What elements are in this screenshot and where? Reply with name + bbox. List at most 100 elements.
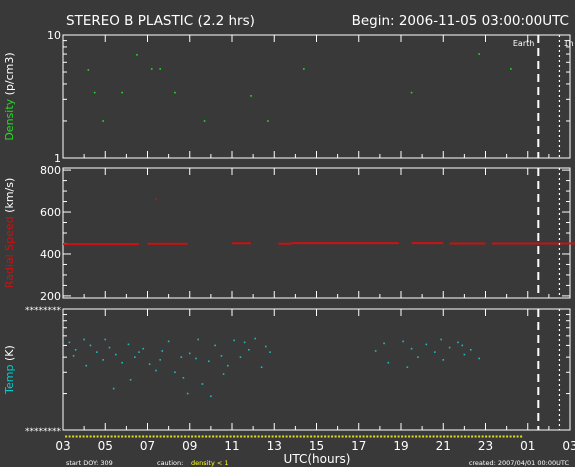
data-point bbox=[115, 353, 117, 356]
x-tick-label: 03 bbox=[55, 439, 70, 453]
y-axis-label-part: Density bbox=[3, 98, 16, 140]
data-point bbox=[72, 355, 75, 357]
y-axis-label: Radial Speed (km/s) bbox=[3, 178, 16, 289]
data-point bbox=[83, 338, 85, 341]
data-point bbox=[220, 355, 223, 357]
data-point bbox=[167, 340, 170, 343]
data-point bbox=[267, 120, 269, 122]
data-point bbox=[93, 91, 96, 94]
data-point bbox=[155, 198, 157, 200]
data-point bbox=[410, 347, 413, 350]
data-point bbox=[74, 349, 77, 351]
data-point bbox=[374, 350, 377, 352]
data-point bbox=[406, 366, 409, 369]
begin-time-label: Begin: 2006-11-05 03:00:00UTC bbox=[352, 13, 569, 29]
x-tick-label: 09 bbox=[182, 439, 197, 453]
data-point bbox=[410, 91, 413, 94]
data-point bbox=[174, 91, 176, 94]
x-tick-label: 15 bbox=[309, 439, 324, 453]
data-point bbox=[174, 371, 176, 374]
data-point bbox=[148, 363, 151, 365]
data-point bbox=[226, 364, 229, 367]
y-tick-label: 800 bbox=[40, 164, 61, 177]
data-point bbox=[463, 353, 466, 356]
y-tick-label: 200 bbox=[40, 290, 61, 303]
data-point bbox=[136, 54, 138, 56]
data-point bbox=[102, 359, 104, 361]
data-point bbox=[112, 387, 115, 390]
panel-frame bbox=[62, 308, 571, 431]
data-point bbox=[243, 341, 246, 344]
created-timestamp: created: 2007/04/01 00:00UTC bbox=[469, 459, 570, 467]
data-point bbox=[303, 68, 305, 70]
data-point bbox=[155, 369, 157, 372]
x-tick-label: 19 bbox=[393, 439, 408, 453]
x-tick-label: 17 bbox=[351, 439, 366, 453]
data-point bbox=[383, 342, 385, 345]
data-point bbox=[150, 68, 153, 70]
data-point bbox=[461, 344, 464, 347]
x-tick-label: 13 bbox=[267, 439, 282, 453]
data-point bbox=[260, 366, 263, 369]
data-point bbox=[102, 120, 104, 122]
data-point bbox=[254, 337, 257, 340]
data-point bbox=[96, 351, 98, 353]
data-point bbox=[457, 341, 459, 344]
data-point bbox=[478, 53, 480, 55]
data-point bbox=[210, 395, 212, 398]
data-point bbox=[188, 352, 191, 355]
data-point bbox=[201, 383, 204, 385]
chart-title: STEREO B PLASTIC (2.2 hrs) bbox=[66, 13, 255, 29]
data-point bbox=[248, 349, 250, 351]
x-tick-label: 05 bbox=[98, 439, 113, 453]
data-point bbox=[265, 345, 267, 348]
data-point bbox=[222, 373, 225, 375]
data-point bbox=[417, 356, 419, 358]
data-point bbox=[121, 91, 123, 94]
data-point bbox=[142, 347, 145, 350]
data-point bbox=[182, 377, 185, 379]
x-tick-label: 03 bbox=[562, 439, 575, 453]
x-tick-label: 23 bbox=[478, 439, 493, 453]
data-point bbox=[134, 356, 136, 358]
data-point bbox=[203, 120, 206, 122]
start-doy: start DOY: 309 bbox=[66, 459, 113, 467]
data-point bbox=[197, 338, 199, 341]
x-tick-label: 01 bbox=[520, 439, 535, 453]
x-tick-label: 07 bbox=[140, 439, 155, 453]
panel-1: 10 1 Density (p/cm3) Earth 1h bbox=[3, 29, 574, 165]
caution-value: density < 1 bbox=[191, 459, 229, 467]
data-point bbox=[159, 359, 161, 361]
data-point bbox=[85, 364, 88, 367]
data-point bbox=[138, 351, 140, 353]
data-point bbox=[121, 361, 123, 364]
y-axis-label: Temp (K) bbox=[3, 345, 16, 395]
y-tick-label: ******** bbox=[25, 306, 62, 316]
data-point bbox=[159, 68, 161, 70]
data-point bbox=[387, 361, 390, 364]
data-point bbox=[440, 338, 442, 341]
y-tick-label: 1 bbox=[54, 152, 61, 165]
data-point bbox=[108, 346, 111, 349]
x-tick-label: 21 bbox=[436, 439, 451, 453]
data-point bbox=[269, 351, 271, 353]
y-tick-label: 400 bbox=[40, 248, 61, 261]
marker-label: Earth bbox=[513, 39, 534, 48]
data-point bbox=[180, 356, 183, 358]
data-point bbox=[195, 357, 197, 360]
y-axis-label-part: (km/s) bbox=[3, 178, 16, 217]
marker-label: 1h bbox=[563, 39, 573, 48]
data-point bbox=[425, 343, 428, 346]
panel-frame bbox=[62, 34, 571, 159]
y-axis-label: Density (p/cm3) bbox=[3, 52, 16, 140]
data-point bbox=[161, 350, 164, 352]
data-point bbox=[233, 339, 235, 342]
panel-3: ******** ******** Temp (K) bbox=[3, 306, 571, 437]
panel-frame bbox=[62, 167, 571, 299]
data-point bbox=[186, 392, 189, 395]
data-point bbox=[127, 343, 130, 346]
data-point bbox=[214, 344, 216, 347]
data-point bbox=[510, 68, 512, 70]
y-axis-label-part: (p/cm3) bbox=[3, 52, 16, 99]
